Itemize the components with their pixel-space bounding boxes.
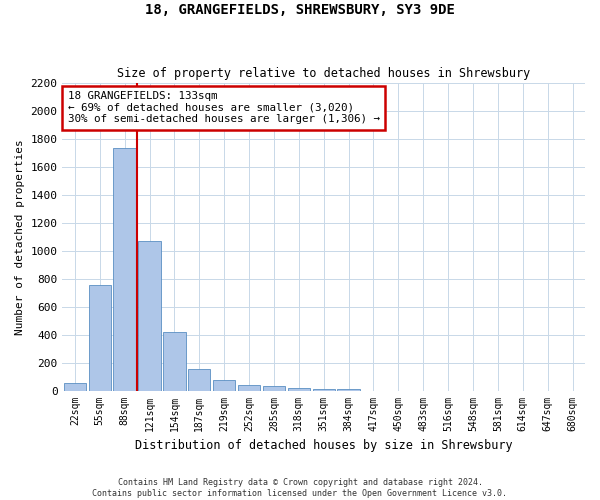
Bar (188, 370, 211, 391)
Bar (64, 384, 86, 391)
Bar (287, 388, 310, 391)
Bar (263, 386, 285, 391)
Bar (213, 380, 235, 391)
Text: 18, GRANGEFIELDS, SHREWSBURY, SY3 9DE: 18, GRANGEFIELDS, SHREWSBURY, SY3 9DE (145, 2, 455, 16)
Bar (238, 385, 260, 391)
Text: 18 GRANGEFIELDS: 133sqm
← 69% of detached houses are smaller (3,020)
30% of semi: 18 GRANGEFIELDS: 133sqm ← 69% of detache… (68, 91, 380, 124)
Text: Contains HM Land Registry data © Crown copyright and database right 2024.
Contai: Contains HM Land Registry data © Crown c… (92, 478, 508, 498)
Y-axis label: Number of detached properties: Number of detached properties (15, 140, 25, 335)
X-axis label: Distribution of detached houses by size in Shrewsbury: Distribution of detached houses by size … (135, 440, 512, 452)
Bar (89, 285, 111, 391)
Bar (113, 148, 136, 391)
Bar (337, 389, 360, 391)
Bar (163, 332, 185, 391)
Bar (313, 389, 335, 391)
Bar (139, 242, 161, 391)
Title: Size of property relative to detached houses in Shrewsbury: Size of property relative to detached ho… (117, 66, 530, 80)
